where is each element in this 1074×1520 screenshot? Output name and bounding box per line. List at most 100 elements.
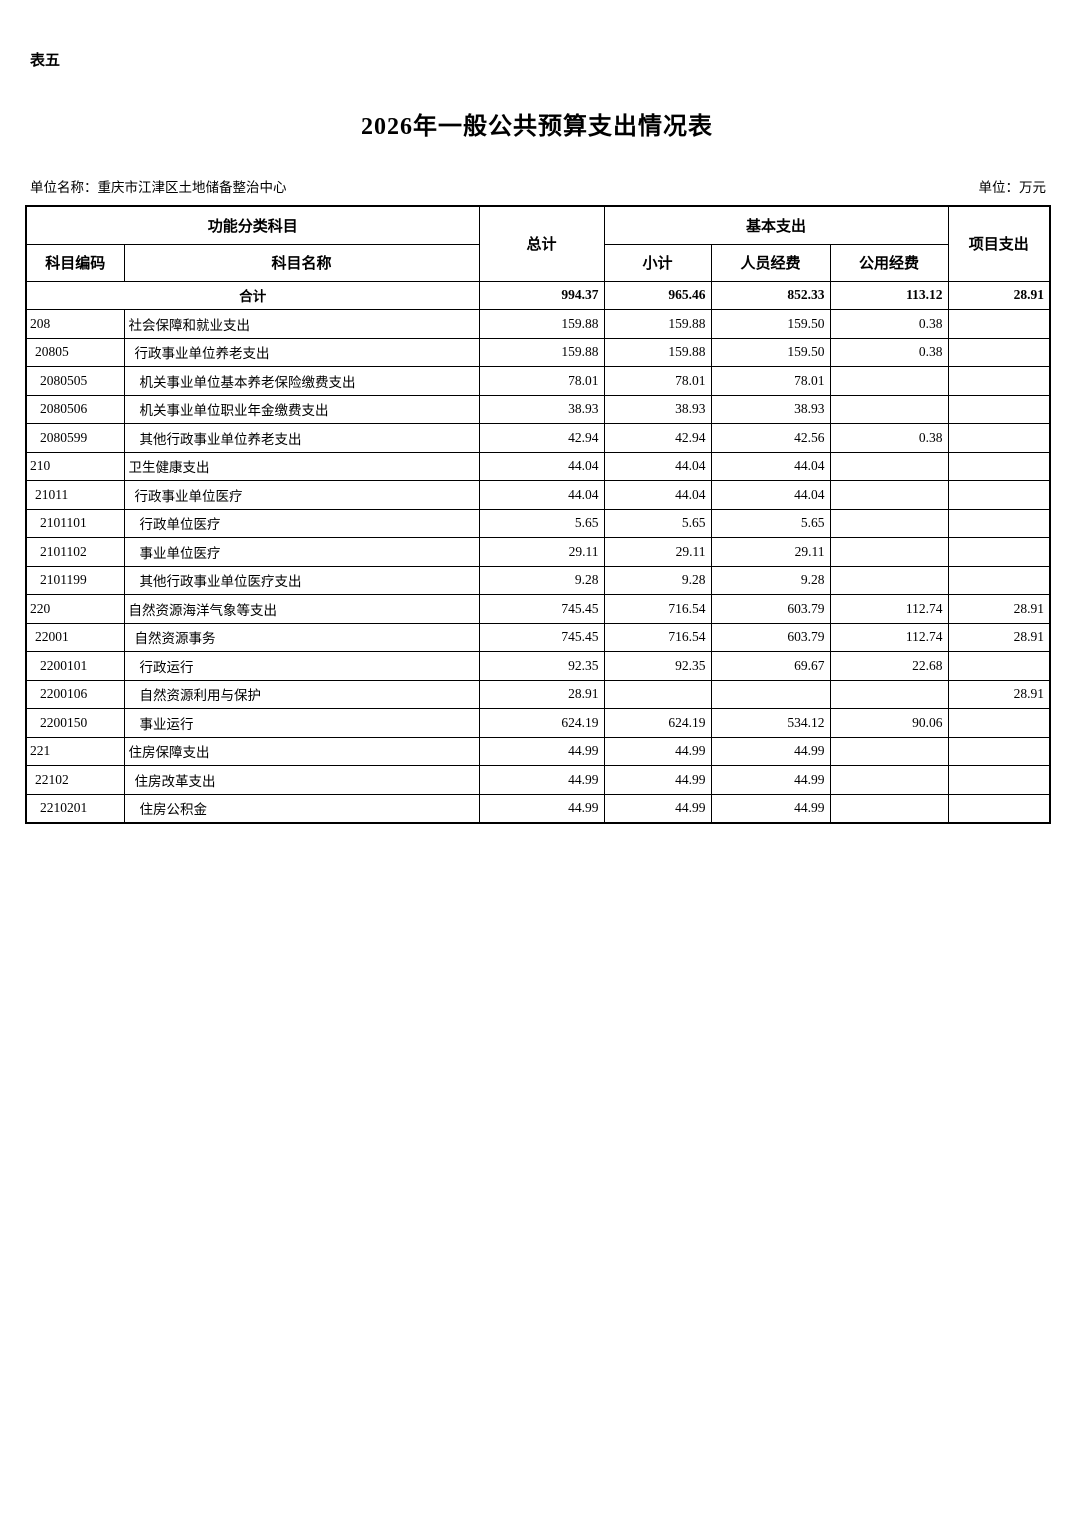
table-row: 2200150 事业运行 624.19 624.19 534.12 90.06 (25, 708, 1051, 738)
unit-name-line: 单位名称：重庆市江津区土地储备整治中心 (30, 176, 287, 196)
cell-code: 22001 (25, 622, 125, 652)
cell-project (947, 793, 1051, 823)
cell-subtotal: 42.94 (603, 423, 712, 453)
table-row: 2200106 自然资源利用与保护 28.91 28.91 (25, 679, 1051, 709)
cell-name: 事业运行 (123, 708, 480, 738)
page-title: 2026年一般公共预算支出情况表 (361, 114, 713, 140)
cell-project (947, 708, 1051, 738)
table-row: 220 自然资源海洋气象等支出 745.45 716.54 603.79 112.74 28… (25, 594, 1051, 624)
cell-project: 28.91 (947, 280, 1051, 310)
cell-total: 78.01 (478, 366, 605, 396)
header-subject-name: 科目名称 (123, 243, 480, 282)
cell-code: 208 (25, 309, 125, 339)
cell-total: 159.88 (478, 309, 605, 339)
table-row: 2080599 其他行政事业单位养老支出 42.94 42.94 42.56 0.38 (25, 423, 1051, 453)
cell-total: 92.35 (478, 651, 605, 681)
cell-personnel: 44.99 (710, 736, 831, 766)
cell-subtotal: 44.99 (603, 765, 712, 795)
table-header: 功能分类科目 总计 基本支出 项目支出 科目编码 科目名称 小计 人员经费 公用… (25, 205, 1051, 282)
cell-personnel: 534.12 (710, 708, 831, 738)
cell-code: 210 (25, 451, 125, 481)
cell-name: 机关事业单位职业年金缴费支出 (123, 394, 480, 424)
header-row-2: 科目编码 科目名称 小计 人员经费 公用经费 (25, 243, 1050, 282)
cell-total: 745.45 (478, 594, 605, 624)
cell-name: 行政运行 (123, 651, 480, 681)
cell-project: 28.91 (947, 679, 1051, 709)
unit-name-label: 单位名称： (30, 180, 98, 195)
cell-name: 自然资源事务 (123, 622, 480, 652)
cell-personnel: 29.11 (710, 537, 831, 567)
cell-total: 44.04 (478, 451, 605, 481)
budget-table: 功能分类科目 总计 基本支出 项目支出 科目编码 科目名称 小计 人员经费 公用… (25, 205, 1052, 824)
table-row: 合计 994.37 965.46 852.33 113.12 28.91 (25, 280, 1051, 310)
cell-personnel: 5.65 (710, 508, 831, 538)
cell-project: 28.91 (947, 622, 1051, 652)
cell-subtotal: 716.54 (603, 622, 712, 652)
cell-personnel (710, 679, 831, 709)
cell-public: 112.74 (829, 594, 949, 624)
cell-code: 220 (25, 594, 125, 624)
table-row: 22001 自然资源事务 745.45 716.54 603.79 112.74 28.91 (25, 622, 1051, 652)
cell-public (829, 480, 949, 510)
table-label: 表五 (30, 52, 61, 69)
cell-public (829, 565, 949, 595)
cell-subtotal: 44.99 (603, 793, 712, 823)
cell-public (829, 451, 949, 481)
cell-project (947, 508, 1051, 538)
cell-subtotal: 159.88 (603, 309, 712, 339)
table-row: 208 社会保障和就业支出 159.88 159.88 159.50 0.38 (25, 309, 1051, 339)
cell-project (947, 480, 1051, 510)
cell-project (947, 309, 1051, 339)
cell-personnel: 44.99 (710, 765, 831, 795)
table-row: 2080506 机关事业单位职业年金缴费支出 38.93 38.93 38.93 (25, 394, 1051, 424)
cell-code: 2101199 (25, 565, 125, 595)
cell-name: 卫生健康支出 (123, 451, 480, 481)
cell-personnel: 852.33 (710, 280, 831, 310)
cell-personnel: 159.50 (710, 309, 831, 339)
table-body: 合计 994.37 965.46 852.33 113.12 28.91 208 社会保障和就… (25, 280, 1051, 823)
cell-name: 住房改革支出 (123, 765, 480, 795)
header-subtotal: 小计 (603, 243, 712, 282)
cell-total: 624.19 (478, 708, 605, 738)
cell-project (947, 651, 1051, 681)
cell-code: 2200106 (25, 679, 125, 709)
unit-of-measure-label: 单位：万元 (978, 180, 1047, 195)
cell-project (947, 394, 1051, 424)
cell-project (947, 765, 1051, 795)
meta-row: 单位名称：重庆市江津区土地储备整治中心 单位：万元 (30, 176, 1046, 196)
cell-project: 28.91 (947, 594, 1051, 624)
cell-subtotal: 965.46 (603, 280, 712, 310)
cell-project (947, 565, 1051, 595)
cell-public: 0.38 (829, 309, 949, 339)
cell-name: 住房公积金 (123, 793, 480, 823)
cell-public (829, 679, 949, 709)
cell-code: 2101101 (25, 508, 125, 538)
cell-public: 0.38 (829, 423, 949, 453)
header-subject-code: 科目编码 (25, 243, 125, 282)
header-public-funds: 公用经费 (829, 243, 949, 282)
table-row: 22102 住房改革支出 44.99 44.99 44.99 (25, 765, 1051, 795)
table-row: 2200101 行政运行 92.35 92.35 69.67 22.68 (25, 651, 1051, 681)
table-row: 2101102 事业单位医疗 29.11 29.11 29.11 (25, 537, 1051, 567)
cell-name: 其他行政事业单位养老支出 (123, 423, 480, 453)
table-row: 2101101 行政单位医疗 5.65 5.65 5.65 (25, 508, 1051, 538)
cell-project (947, 366, 1051, 396)
cell-project (947, 423, 1051, 453)
cell-subtotal: 44.04 (603, 451, 712, 481)
cell-public (829, 765, 949, 795)
cell-personnel: 69.67 (710, 651, 831, 681)
cell-subtotal: 78.01 (603, 366, 712, 396)
cell-subtotal: 624.19 (603, 708, 712, 738)
cell-total: 28.91 (478, 679, 605, 709)
cell-name: 行政事业单位医疗 (123, 480, 480, 510)
cell-name: 社会保障和就业支出 (123, 309, 480, 339)
cell-name: 其他行政事业单位医疗支出 (123, 565, 480, 595)
cell-personnel: 9.28 (710, 565, 831, 595)
cell-total: 44.99 (478, 765, 605, 795)
table-row: 2210201 住房公积金 44.99 44.99 44.99 (25, 793, 1051, 823)
cell-personnel: 44.04 (710, 451, 831, 481)
cell-subtotal: 5.65 (603, 508, 712, 538)
cell-subtotal: 38.93 (603, 394, 712, 424)
cell-name: 自然资源利用与保护 (123, 679, 480, 709)
cell-code: 2080505 (25, 366, 125, 396)
